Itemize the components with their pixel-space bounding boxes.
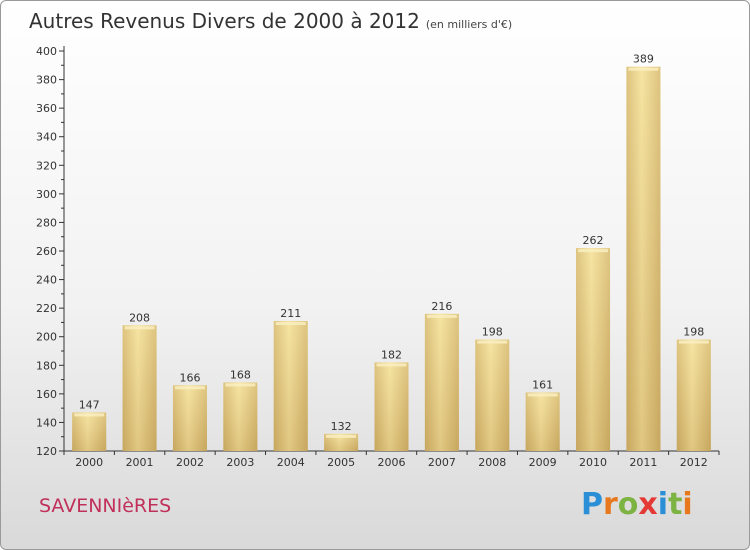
bar-highlight <box>628 67 659 71</box>
y-tick-label: 120 <box>36 445 57 458</box>
bar-group <box>374 362 409 451</box>
bar-highlight <box>326 434 357 438</box>
bar-highlight <box>74 413 105 417</box>
x-tick-label: 2010 <box>579 456 607 469</box>
bar-value-label: 168 <box>230 368 251 381</box>
x-tick-label: 2011 <box>629 456 657 469</box>
bar-highlight <box>124 326 155 330</box>
bar-shade <box>172 385 207 451</box>
chart-subtitle: (en milliers d'€) <box>425 18 513 31</box>
bar-value-label: 211 <box>280 307 301 320</box>
x-tick-label: 2007 <box>428 456 456 469</box>
bar-shade <box>273 321 308 451</box>
bar-group <box>525 392 560 451</box>
bar-shade <box>223 382 258 451</box>
bar-group <box>424 313 459 451</box>
bar-group <box>324 433 359 451</box>
bar-value-label: 132 <box>331 420 352 433</box>
bar-shade <box>374 362 409 451</box>
y-tick-label: 320 <box>36 159 57 172</box>
bar-highlight <box>174 386 205 390</box>
bar-shade <box>676 339 711 451</box>
logo-letter: i <box>657 487 669 522</box>
chart-title-text: Autres Revenus Divers de 2000 à 2012 <box>29 9 420 33</box>
bar-value-label: 166 <box>179 371 200 384</box>
bar-shade <box>72 412 107 451</box>
x-tick-label: 2008 <box>478 456 506 469</box>
x-tick-label: 2004 <box>277 456 305 469</box>
logo-letter: r <box>603 487 618 522</box>
x-tick-label: 2012 <box>680 456 708 469</box>
bar-value-label: 198 <box>683 326 704 339</box>
bar-value-label: 161 <box>532 378 553 391</box>
bar-shade <box>324 433 359 451</box>
bar-shade <box>576 248 611 451</box>
bar-shade <box>626 66 661 451</box>
y-tick-label: 220 <box>36 302 57 315</box>
bar-value-label: 216 <box>431 300 452 313</box>
x-tick-label: 2001 <box>126 456 154 469</box>
bar-highlight <box>527 393 558 397</box>
x-tick-label: 2005 <box>327 456 355 469</box>
logo-letter: i <box>682 487 693 522</box>
bar-group <box>172 385 207 451</box>
commune-name: SAVENNIèRES <box>39 495 172 517</box>
bar-highlight <box>678 340 709 344</box>
bar-group <box>576 248 611 451</box>
logo-letter: P <box>581 487 603 522</box>
y-tick-label: 300 <box>36 188 57 201</box>
x-tick-label: 2006 <box>378 456 406 469</box>
y-tick-label: 400 <box>36 45 57 58</box>
proxiti-logo: Proxiti <box>581 487 693 522</box>
y-tick-label: 280 <box>36 216 57 229</box>
chart-title: Autres Revenus Divers de 2000 à 2012 (en … <box>29 9 512 33</box>
bar-group <box>475 339 510 451</box>
y-tick-label: 380 <box>36 74 57 87</box>
bar-value-label: 182 <box>381 348 402 361</box>
bar-group <box>72 412 107 451</box>
y-tick-label: 360 <box>36 102 57 115</box>
bar-highlight <box>225 383 256 387</box>
bar-shade <box>122 325 157 451</box>
y-tick-label: 340 <box>36 131 57 144</box>
y-tick-label: 240 <box>36 274 57 287</box>
bar-value-label: 262 <box>583 234 604 247</box>
bar-group <box>223 382 258 451</box>
bar-group <box>122 325 157 451</box>
bar-shade <box>475 339 510 451</box>
y-tick-label: 200 <box>36 331 57 344</box>
bar-highlight <box>275 322 306 325</box>
bar-value-label: 198 <box>482 326 503 339</box>
bar-highlight <box>477 340 508 344</box>
logo-letter: o <box>617 487 639 522</box>
bar-group <box>626 66 661 451</box>
bar-group <box>273 321 308 451</box>
bar-highlight <box>578 249 609 253</box>
y-tick-label: 140 <box>36 416 57 429</box>
y-tick-label: 160 <box>36 388 57 401</box>
y-tick-label: 260 <box>36 245 57 258</box>
y-tick-label: 180 <box>36 359 57 372</box>
x-tick-label: 2002 <box>176 456 204 469</box>
bar-value-label: 389 <box>633 53 654 66</box>
bar-shade <box>525 392 560 451</box>
bar-shade <box>424 313 459 451</box>
bar-value-label: 147 <box>79 398 100 411</box>
x-tick-label: 2003 <box>226 456 254 469</box>
bar-highlight <box>376 363 407 367</box>
x-tick-label: 2009 <box>529 456 557 469</box>
logo-letter: t <box>668 487 683 522</box>
logo-letter: x <box>638 487 658 522</box>
bar-group <box>676 339 711 451</box>
bar-value-label: 208 <box>129 311 150 324</box>
bar-highlight <box>426 314 457 318</box>
x-tick-label: 2000 <box>75 456 103 469</box>
